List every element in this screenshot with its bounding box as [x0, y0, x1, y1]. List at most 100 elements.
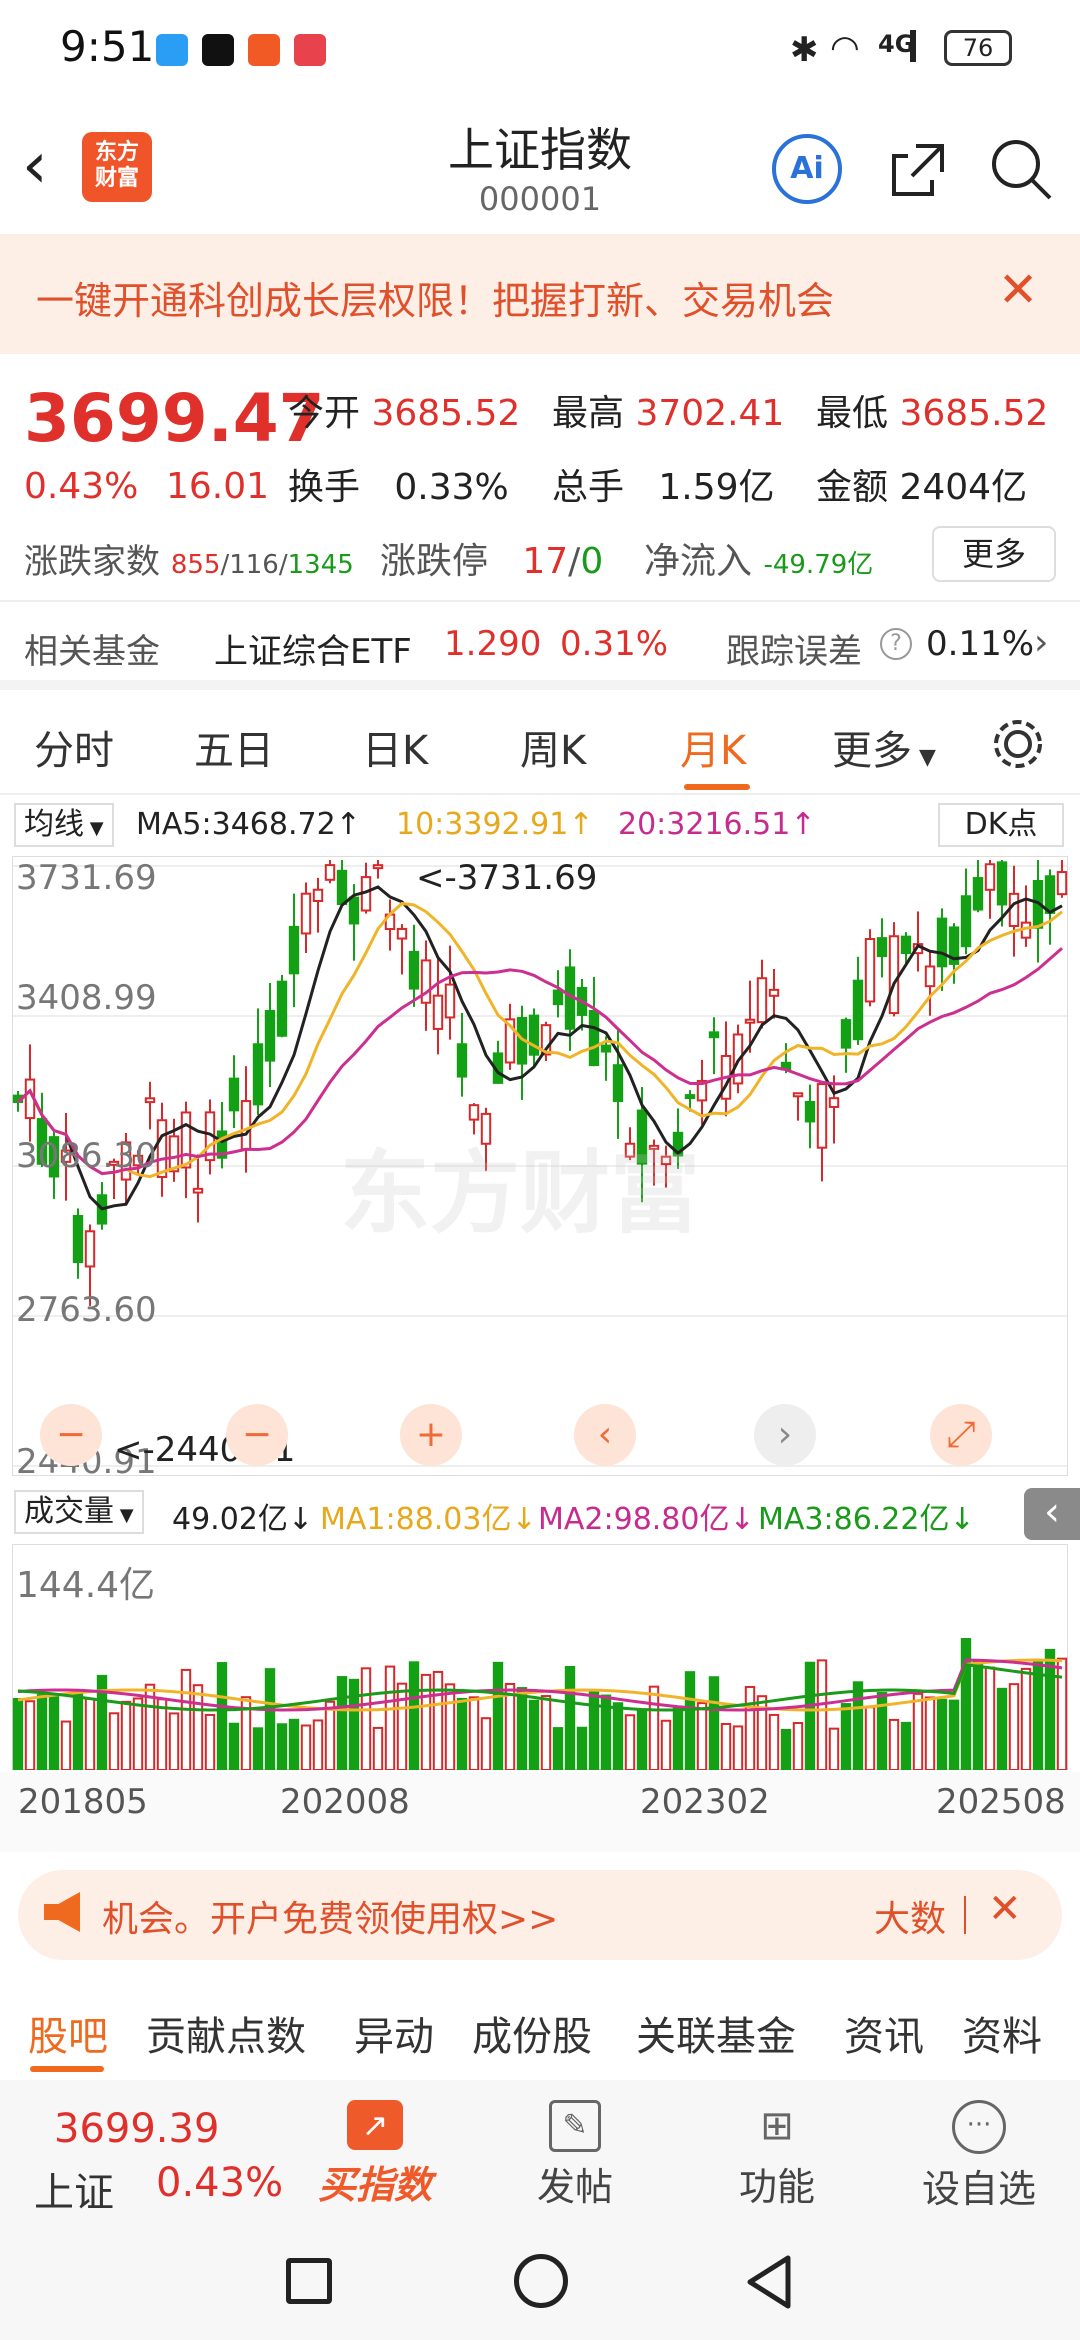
volume-selector[interactable]: 成交量 ▼	[14, 1490, 144, 1534]
candle-down	[708, 1031, 720, 1039]
header: ‹ 东方 财富 上证指数 000001 Ai	[0, 100, 1080, 234]
candle-up	[1056, 871, 1068, 896]
limit-up: 17	[522, 541, 569, 582]
battery-icon: 76	[944, 30, 1012, 66]
megaphone-icon	[44, 1892, 80, 1932]
promo-close-icon[interactable]: ✕	[988, 1886, 1022, 1932]
candle-up	[192, 1187, 204, 1194]
tab-related-funds[interactable]: 关联基金	[636, 2014, 796, 2060]
candle-down	[852, 979, 864, 1041]
y-tick-3: 3086.30	[16, 1136, 157, 1176]
chevron-left-icon[interactable]: ‹	[574, 1404, 636, 1466]
vol-ma3-line	[17, 1663, 1063, 1712]
ma10-value: 10:3392.91↑	[396, 807, 594, 842]
volume-bar-down	[228, 1722, 240, 1770]
candle-down	[636, 1109, 648, 1165]
tab-5day[interactable]: 五日	[194, 728, 274, 774]
ai-button[interactable]: Ai	[772, 134, 842, 204]
tab-movement[interactable]: 异动	[354, 2014, 434, 2060]
volume-bar-down	[948, 1699, 960, 1770]
zoom-out-button[interactable]: −	[40, 1404, 102, 1466]
volume-bar-down	[12, 1697, 24, 1770]
logo-text-1: 东方	[94, 140, 139, 165]
chart-up-icon: ↗	[347, 2100, 403, 2150]
tab-more-label: 更多	[832, 728, 912, 774]
volume-value: 49.02亿↓	[172, 1502, 314, 1537]
candle-up	[696, 1079, 708, 1102]
tab-contribution[interactable]: 贡献点数	[146, 2014, 306, 2060]
fullscreen-icon[interactable]: ⤢	[930, 1404, 992, 1466]
tab-forum[interactable]: 股吧	[28, 2014, 108, 2060]
tab-profile[interactable]: 资料	[962, 2014, 1042, 2060]
more-button[interactable]: 更多	[932, 526, 1056, 582]
kline-chart[interactable]	[12, 856, 1068, 1476]
help-icon[interactable]: ?	[880, 628, 912, 660]
volume-bar-up	[156, 1698, 168, 1770]
bottom-price: 3699.39	[54, 2106, 220, 2152]
settings-gear-icon[interactable]	[990, 716, 1046, 772]
collapse-icon[interactable]: ‹	[1024, 1488, 1080, 1540]
fund-row[interactable]: 相关基金 上证综合ETF 1.290 0.31% 跟踪误差 ? 0.11% ›	[0, 600, 1080, 690]
vol-ma2: MA2:98.80亿↓	[538, 1502, 755, 1537]
candle-up	[444, 983, 456, 1019]
ma-selector[interactable]: 均线 ▼	[14, 803, 114, 847]
functions-button[interactable]: ⊞ 功能	[702, 2100, 852, 2220]
volume-bar-down	[456, 1697, 468, 1770]
inflow-value: -49.79亿	[763, 550, 874, 580]
status-time: 9:51	[60, 22, 155, 71]
tab-intraday[interactable]: 分时	[34, 728, 114, 774]
candle-up	[816, 1083, 828, 1149]
candle-up	[540, 1024, 552, 1056]
volume-tick: 144.4亿	[16, 1565, 156, 1606]
search-icon[interactable]	[988, 136, 1054, 202]
network-label: 4G	[878, 30, 915, 58]
high-label: 最高	[552, 393, 625, 434]
candle-up	[480, 1112, 492, 1145]
volume-bar-up	[828, 1727, 840, 1770]
volume-bar-up	[624, 1714, 636, 1770]
tab-daily-k[interactable]: 日K	[362, 728, 429, 774]
ai-label: Ai	[790, 151, 824, 186]
candle-down	[252, 1043, 264, 1106]
volume-bar-up	[24, 1700, 36, 1770]
back-icon[interactable]: ‹	[22, 129, 48, 203]
tab-more[interactable]: 更多 ▼	[832, 728, 936, 774]
tab-news[interactable]: 资讯	[844, 2014, 924, 2060]
candle-up	[984, 863, 996, 891]
volume-bar-up	[1020, 1667, 1032, 1770]
tab-constituents[interactable]: 成份股	[472, 2014, 592, 2060]
close-icon[interactable]: ✕	[998, 262, 1039, 318]
add-watchlist-button[interactable]: ··· 设自选	[902, 2100, 1056, 2220]
logo-text-2: 财富	[94, 166, 139, 191]
vol-ma1: MA1:88.03亿↓	[320, 1502, 537, 1537]
dk-button[interactable]: DK点	[938, 803, 1064, 847]
zoom-minus-button[interactable]: −	[226, 1404, 288, 1466]
fund-pct: 0.31%	[560, 624, 669, 664]
candle-up	[180, 1111, 192, 1169]
volume-bar-up	[192, 1684, 204, 1770]
volume-bar-up	[744, 1686, 756, 1770]
chevron-right-icon[interactable]: ›	[754, 1404, 816, 1466]
volume-bar-down	[276, 1723, 288, 1770]
home-icon[interactable]	[514, 2254, 568, 2308]
promo-banner[interactable]: 一键开通科创成长层权限！把握打新、交易机会 ✕	[0, 234, 1080, 354]
limit-down: 0	[580, 541, 604, 582]
tab-weekly-k[interactable]: 周K	[520, 728, 587, 774]
candle-up	[792, 1092, 804, 1098]
post-button[interactable]: ✎ 发帖	[500, 2100, 650, 2220]
volume-bar-up	[372, 1726, 384, 1770]
zoom-in-button[interactable]: +	[400, 1404, 462, 1466]
account-promo[interactable]: 机会。开户免费领使用权>> 大数 ✕	[18, 1870, 1062, 1960]
volume-bar-up	[180, 1668, 192, 1770]
volume-chart[interactable]	[12, 1544, 1068, 1770]
back-nav-icon[interactable]	[744, 2254, 794, 2310]
tab-monthly-k[interactable]: 月K	[680, 728, 747, 774]
buy-index-button[interactable]: ↗ 买指数	[300, 2100, 450, 2220]
volume-bar-up	[360, 1667, 372, 1770]
share-icon[interactable]	[886, 138, 948, 200]
volume-bar-down	[1044, 1648, 1056, 1770]
content-tabs: 股吧 贡献点数 异动 成份股 关联基金 资讯 资料	[0, 1980, 1080, 2080]
recents-icon[interactable]	[286, 2258, 332, 2304]
candle-up	[132, 1154, 144, 1167]
volume-bar-down	[576, 1726, 588, 1770]
